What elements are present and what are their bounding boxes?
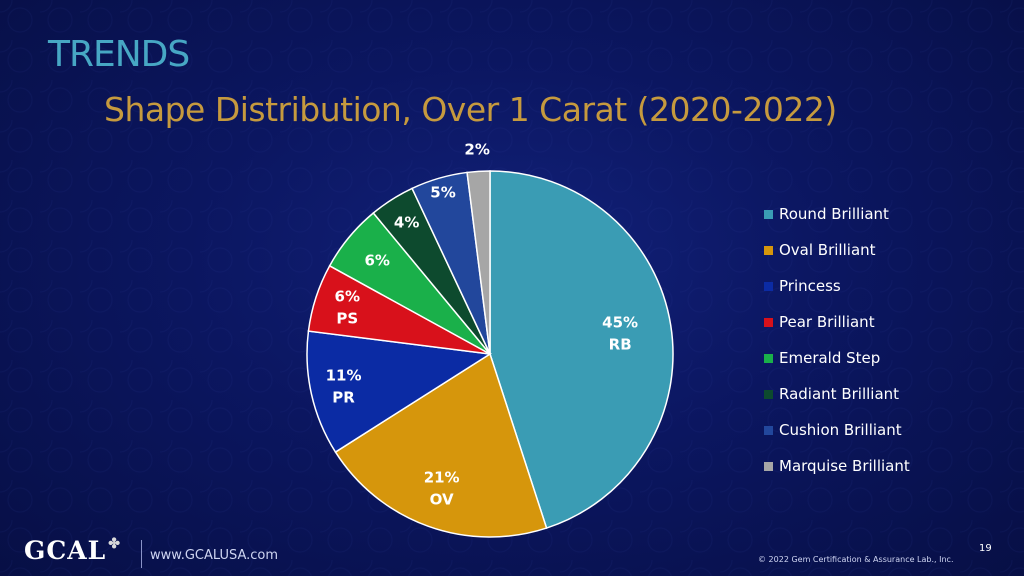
legend-swatch [764,281,773,291]
chart-legend: Round Brilliant Oval Brilliant Princess Pea… [764,196,910,484]
data-label-emerald-step: 6% [364,252,389,270]
legend-item-round-brilliant: Round Brilliant [764,196,910,232]
page-number: 19 [979,543,992,554]
legend-label: Emerald Step [779,349,881,367]
gcal-logo: GCAL ✤ [24,536,121,565]
legend-label: Oval Brilliant [779,241,876,259]
legend-swatch [764,461,773,471]
data-label-princess: 11% PR [326,367,362,407]
legend-label: Princess [779,277,841,295]
legend-swatch [764,317,773,327]
legend-label: Marquise Brilliant [779,457,910,475]
legend-swatch [764,353,773,363]
data-label-radiant-brilliant: 4% [394,214,419,232]
data-label-pear-brilliant: 6% PS [335,288,360,328]
gem-icon: ✤ [108,536,121,552]
legend-label: Radiant Brilliant [779,385,900,403]
legend-item-pear-brilliant: Pear Brilliant [764,304,910,340]
legend-swatch [764,389,773,399]
pie-slice-round-brilliant [489,170,674,529]
legend-item-princess: Princess [764,268,910,304]
legend-item-oval-brilliant: Oval Brilliant [764,232,910,268]
chart-title: Shape Distribution, Over 1 Carat (2020-2… [104,90,837,129]
legend-label: Cushion Brilliant [779,421,902,439]
footer-divider [141,540,142,568]
legend-item-cushion-brilliant: Cushion Brilliant [764,412,910,448]
data-label-marquise-brilliant: 2% [464,140,489,158]
legend-item-marquise-brilliant: Marquise Brilliant [764,448,910,484]
data-label-oval-brilliant: 21% OV [424,468,460,508]
legend-label: Pear Brilliant [779,313,875,331]
data-label-round-brilliant: 45% RB [602,313,638,353]
footer-url[interactable]: www.GCALUSA.com [150,548,279,563]
legend-swatch [764,425,773,435]
pie-slice-oval-brilliant [334,352,548,538]
section-title: TRENDS [48,34,190,75]
legend-item-emerald-step: Emerald Step [764,340,910,376]
pie-slice-marquise-brilliant [466,170,491,355]
legend-item-radiant-brilliant: Radiant Brilliant [764,376,910,412]
legend-label: Round Brilliant [779,205,889,223]
data-label-cushion-brilliant: 5% [430,183,455,201]
legend-swatch [764,245,773,255]
copyright-text: © 2022 Gem Certification & Assurance Lab… [758,555,954,564]
legend-swatch [764,209,773,219]
pie-slice-princess [306,330,493,454]
